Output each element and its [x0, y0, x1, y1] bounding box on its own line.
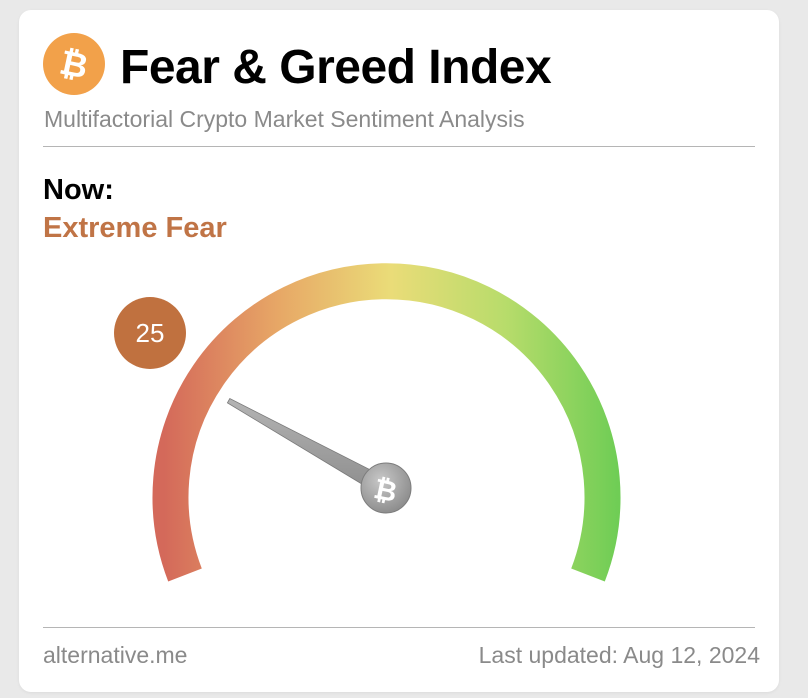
now-label: Now: [43, 174, 114, 206]
last-updated-text: Last updated: Aug 12, 2024 [478, 642, 760, 668]
source-link[interactable]: alternative.me [43, 642, 188, 668]
gauge-value: 25 [136, 318, 165, 348]
value-badge: 25 [114, 297, 186, 369]
logo-circle [43, 33, 105, 95]
sentiment-status: Extreme Fear [43, 212, 227, 244]
gauge-arc [152, 263, 621, 582]
header-divider [43, 146, 755, 147]
page-title: Fear & Greed Index [120, 41, 552, 94]
needle-hub: ₿ [360, 462, 412, 514]
bitcoin-logo-icon: ₿ [43, 33, 105, 95]
footer-divider [43, 627, 755, 628]
fear-greed-card: ₿ Fear & Greed Index Multifactorial Cryp… [19, 10, 779, 692]
page-subtitle: Multifactorial Crypto Market Sentiment A… [44, 106, 525, 132]
sentiment-gauge: ₿ 25 [114, 263, 621, 582]
